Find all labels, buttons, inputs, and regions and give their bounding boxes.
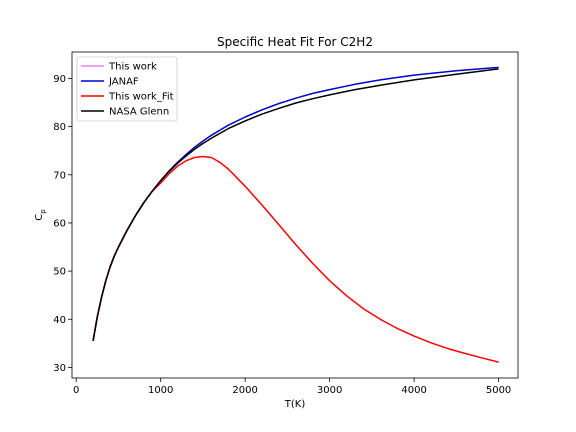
x-tick-label: 5000 xyxy=(486,385,511,396)
y-tick-label: 80 xyxy=(53,122,66,133)
legend-label: JANAF xyxy=(108,77,139,88)
y-axis-label-main: C xyxy=(34,214,45,221)
x-tick-label: 2000 xyxy=(232,385,257,396)
chart-title: Specific Heat Fit For C2H2 xyxy=(217,35,373,49)
x-tick-label: 3000 xyxy=(317,385,342,396)
legend-label: This work_Fit xyxy=(108,92,174,103)
x-tick-label: 0 xyxy=(73,385,79,396)
y-tick-label: 60 xyxy=(53,218,66,229)
y-tick-label: 30 xyxy=(53,363,66,374)
y-tick-label: 70 xyxy=(53,170,66,181)
legend-label: NASA Glenn xyxy=(109,107,169,118)
y-tick-label: 90 xyxy=(53,74,66,85)
y-tick-label: 50 xyxy=(53,267,66,278)
plot-lines xyxy=(92,66,499,363)
y-tick-label: 40 xyxy=(53,315,66,326)
y-axis-label-sub: p xyxy=(39,209,47,214)
legend-box xyxy=(76,56,178,122)
legend: This work JANAF This work_Fit NASA Glenn xyxy=(76,56,178,122)
legend-label: This work xyxy=(108,62,157,73)
y-axis: 30 40 50 60 70 80 90 xyxy=(53,74,72,374)
series-line-3 xyxy=(92,68,499,342)
y-axis-label: Cp xyxy=(34,209,47,221)
x-tick-label: 1000 xyxy=(148,385,173,396)
plot-frame xyxy=(71,51,519,379)
x-axis-label: T(K) xyxy=(284,399,306,410)
x-axis: 0 1000 2000 3000 4000 5000 xyxy=(73,378,511,396)
x-tick-label: 4000 xyxy=(401,385,426,396)
